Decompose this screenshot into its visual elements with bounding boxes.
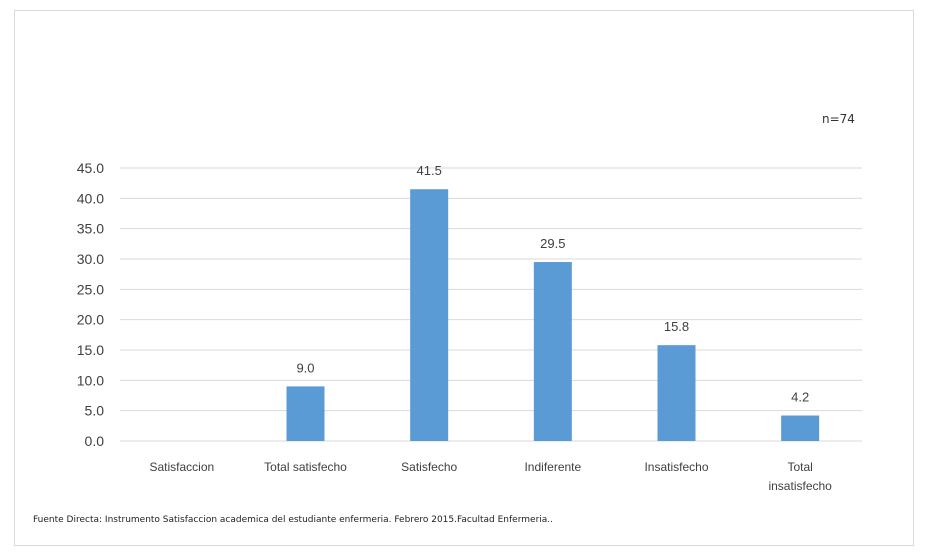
- data-label: 29.5: [540, 236, 565, 251]
- data-label: 9.0: [296, 360, 314, 375]
- bar: [410, 189, 449, 441]
- y-tick-label: 20.0: [77, 312, 104, 328]
- y-tick-label: 40.0: [77, 190, 104, 206]
- y-tick-label: 0.0: [85, 433, 105, 449]
- bar: [533, 262, 572, 441]
- y-tick-label: 45.0: [77, 160, 104, 176]
- category-label: Insatisfecho: [644, 460, 708, 474]
- y-tick-label: 30.0: [77, 251, 104, 267]
- data-label: 4.2: [791, 390, 809, 405]
- source-note: Fuente Directa: Instrumento Satisfaccion…: [33, 515, 554, 525]
- category-label: Total: [787, 460, 812, 474]
- category-label: Indiferente: [524, 460, 581, 474]
- y-tick-label: 25.0: [77, 281, 104, 297]
- chart-frame: [14, 10, 914, 546]
- category-label: Satisfecho: [401, 460, 457, 474]
- y-tick-label: 15.0: [77, 342, 104, 358]
- bar: [657, 345, 696, 441]
- y-tick-label: 5.0: [85, 403, 105, 419]
- sample-size-note: n=74: [822, 112, 855, 126]
- bar: [781, 415, 820, 441]
- bar: [286, 386, 325, 441]
- category-label: insatisfecho: [768, 479, 832, 493]
- y-tick-label: 35.0: [77, 221, 104, 237]
- data-label: 15.8: [664, 319, 689, 334]
- category-label: Satisfaccion: [149, 460, 214, 474]
- category-label: Total satisfecho: [264, 460, 347, 474]
- y-tick-label: 10.0: [77, 372, 104, 388]
- data-label: 41.5: [417, 163, 442, 178]
